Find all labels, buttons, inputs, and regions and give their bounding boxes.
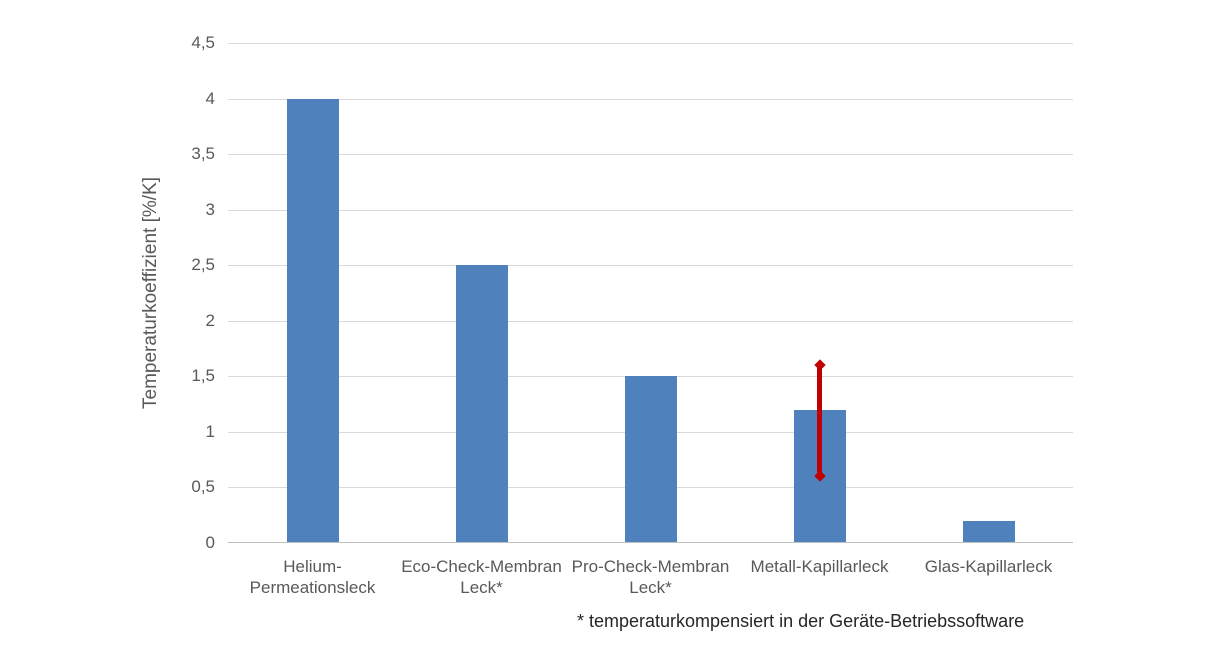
- y-tick-label: 2: [205, 310, 215, 330]
- gridline: [228, 154, 1073, 156]
- y-tick-label: 4: [205, 88, 215, 108]
- bar: [962, 520, 1015, 542]
- error-bar-top-marker: [813, 359, 826, 371]
- error-bar-line: [817, 365, 822, 477]
- y-tick-label: 3: [205, 199, 215, 219]
- gridline: [228, 43, 1073, 44]
- y-tick-label: 2,5: [191, 255, 215, 275]
- category-label: Helium- Permeationsleck: [249, 557, 376, 597]
- category-label: Eco-Check-Membran Leck*: [401, 557, 562, 597]
- plot-area: [228, 43, 1073, 543]
- bar: [286, 98, 339, 542]
- y-tick-label: 3,5: [191, 144, 215, 164]
- y-tick-label: 0,5: [191, 477, 215, 497]
- bar: [624, 376, 677, 542]
- bar: [455, 265, 508, 542]
- footnote: * temperaturkompensiert in der Geräte-Be…: [577, 611, 1025, 631]
- x-axis-category-labels: Helium- Permeationsleck Eco-Check-Membran…: [228, 556, 1073, 606]
- category-label: Pro-Check-Membran Leck*: [571, 557, 730, 597]
- gridline: [228, 265, 1073, 267]
- gridline: [228, 98, 1073, 100]
- y-tick-label: 0: [205, 533, 215, 552]
- category-label: Metall-Kapillarleck: [750, 557, 889, 576]
- x-axis-line: [228, 542, 1073, 543]
- category-label: Glas-Kapillarleck: [924, 557, 1053, 576]
- gridline: [228, 320, 1073, 322]
- y-tick-label: 1,5: [191, 366, 215, 386]
- y-tick-label: 4,5: [191, 33, 215, 52]
- y-axis-tick-labels: 0 0,5 1 1,5 2 2,5 3 3,5 4 4,5: [0, 33, 215, 552]
- gridline: [228, 209, 1073, 211]
- y-tick-label: 1: [205, 421, 215, 441]
